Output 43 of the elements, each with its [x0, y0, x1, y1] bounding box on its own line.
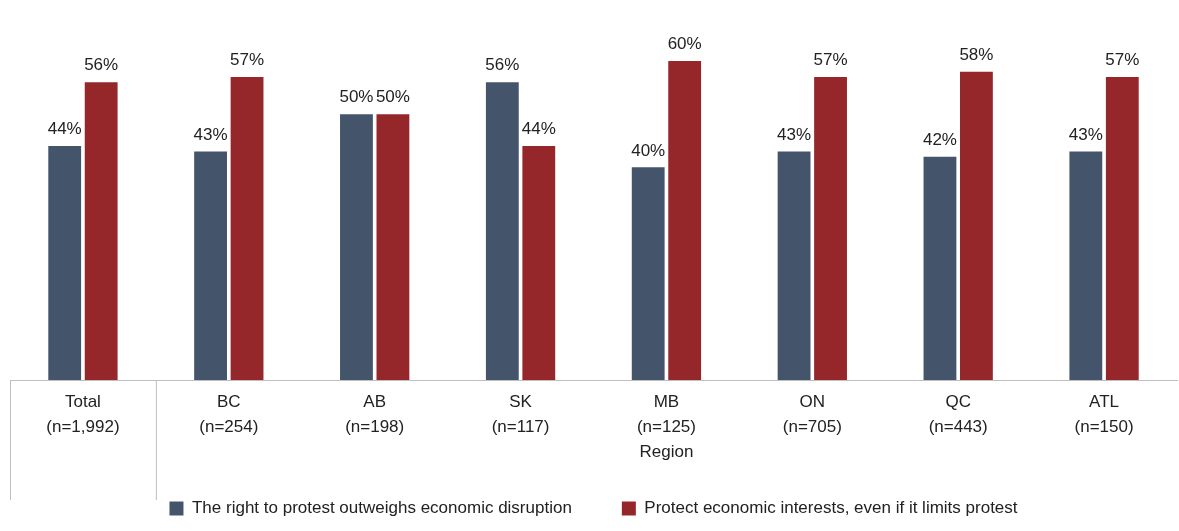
bar [230, 76, 264, 380]
bar [814, 76, 847, 380]
x-tick-label: MB (n=125) [636, 392, 696, 437]
bar [668, 61, 702, 380]
data-label: 43% [193, 124, 228, 144]
bar [48, 146, 82, 380]
x-tick-label: ATL (n=150) [1074, 392, 1134, 437]
x-tick-label: BC (n=254) [199, 392, 259, 437]
data-label: 60% [667, 34, 702, 54]
data-label: 42% [922, 129, 957, 149]
bar [777, 151, 811, 380]
data-label: 43% [777, 124, 812, 144]
data-label: 44% [521, 119, 556, 139]
bar [340, 114, 373, 380]
data-label: 43% [1068, 124, 1103, 144]
legend-label: Protect economic interests, even if it limits protest [644, 498, 1018, 518]
bar [631, 167, 665, 380]
x-tick-label: AB (n=198) [345, 392, 405, 437]
data-label: 56% [485, 55, 520, 75]
data-label: 50% [375, 87, 410, 107]
legend-label: The right to protest outweighs economic disruption [191, 498, 572, 518]
x-tick-label: SK (n=117) [491, 392, 550, 437]
bar [84, 82, 118, 380]
text: Region [639, 442, 694, 462]
data-label: 57% [230, 50, 265, 70]
bar [522, 146, 556, 380]
data-label: 50% [339, 87, 374, 107]
data-label: 56% [84, 55, 119, 75]
bar [923, 156, 957, 380]
x-tick-label: ON (n=705) [782, 392, 842, 437]
data-label: 44% [47, 119, 82, 139]
x-tick-label: Total (n=1,992) [46, 392, 120, 437]
bar [194, 151, 227, 380]
data-label: 57% [813, 50, 848, 70]
bar [1105, 76, 1139, 380]
bar [960, 71, 993, 380]
bar [376, 114, 410, 380]
x-tick-label: QC (n=443) [928, 392, 988, 437]
data-label: 58% [959, 44, 994, 64]
data-label: 57% [1105, 50, 1140, 70]
bar [1069, 151, 1103, 380]
bar [485, 82, 519, 380]
data-label: 40% [631, 140, 666, 160]
